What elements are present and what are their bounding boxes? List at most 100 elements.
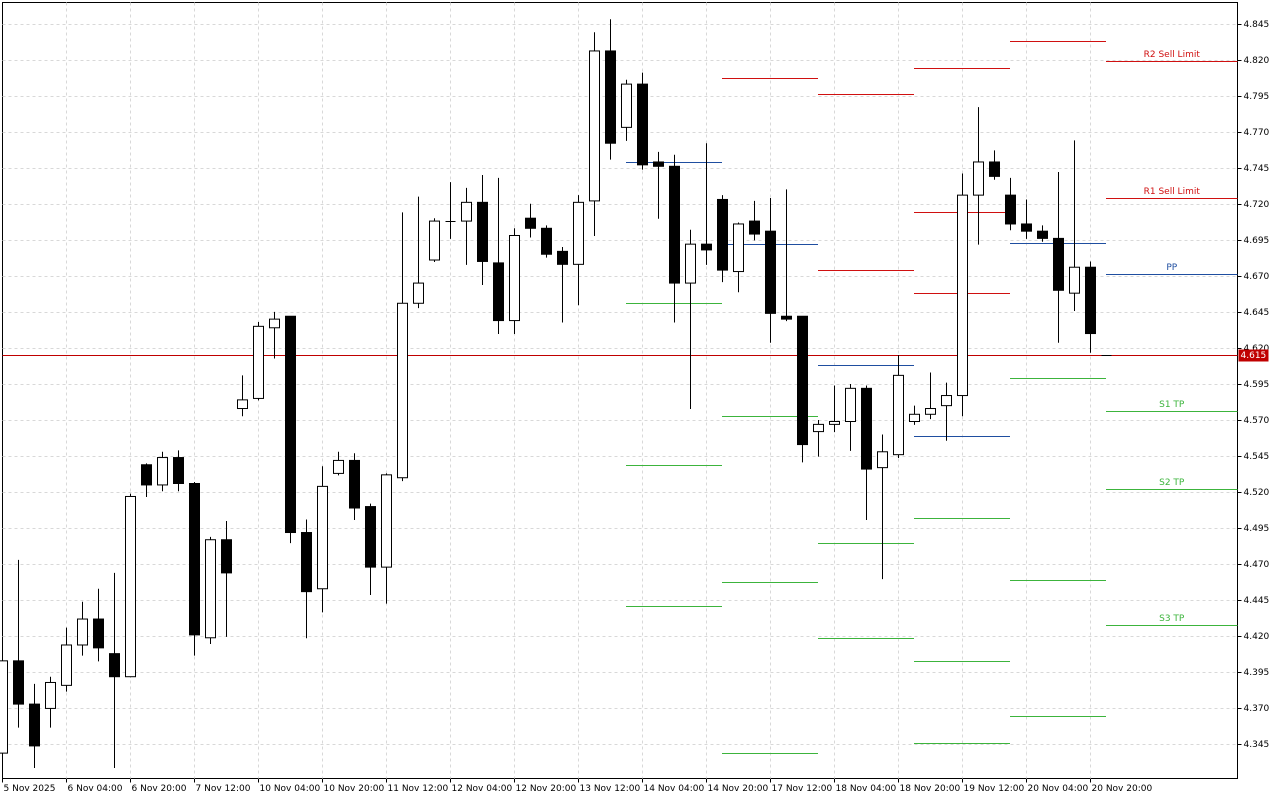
- current-price-label: 4.615: [1241, 351, 1267, 361]
- candle-body: [909, 413, 920, 422]
- candle-body: [845, 387, 856, 422]
- candle-body: [813, 423, 824, 433]
- candle-body: [621, 83, 632, 128]
- y-tick-label: 4.695: [1244, 236, 1270, 246]
- candle-body: [317, 485, 328, 590]
- y-tick-label: 4.845: [1244, 20, 1270, 30]
- x-tick-label: 14 Nov 20:00: [708, 784, 769, 794]
- y-tick-label: 4.720: [1244, 200, 1270, 210]
- y-tick-label: 4.795: [1244, 92, 1270, 102]
- candle-body: [109, 653, 120, 678]
- pivot-label: S3 TP: [1159, 614, 1185, 624]
- candle-body: [1053, 237, 1064, 291]
- x-tick-label: 20 Nov 04:00: [1028, 784, 1089, 794]
- candle-body: [333, 459, 344, 474]
- x-tick-label: 6 Nov 04:00: [68, 784, 123, 794]
- x-tick-label: 11 Nov 12:00: [388, 784, 449, 794]
- candle-body: [61, 644, 72, 686]
- candle-body: [893, 374, 904, 456]
- candle-body: [77, 618, 88, 646]
- candle-body: [0, 660, 8, 754]
- candle-body: [237, 399, 248, 410]
- candle-body: [205, 539, 216, 639]
- pivot-label: R2 Sell Limit: [1144, 50, 1201, 60]
- candle-body: [733, 223, 744, 273]
- candle-body: [781, 315, 792, 320]
- candle-body: [1037, 230, 1048, 239]
- pivot-label: S1 TP: [1159, 400, 1185, 410]
- y-tick-label: 4.545: [1244, 452, 1270, 462]
- y-tick-label: 4.370: [1244, 704, 1270, 714]
- pivot-label: R1 Sell Limit: [1144, 187, 1201, 197]
- y-tick-label: 4.820: [1244, 56, 1270, 66]
- candle-body: [189, 482, 200, 636]
- candle-body: [925, 408, 936, 415]
- x-tick-label: 19 Nov 12:00: [964, 784, 1025, 794]
- candle-body: [973, 161, 984, 196]
- x-tick-label: 13 Nov 12:00: [580, 784, 641, 794]
- candle-body: [717, 198, 728, 271]
- y-tick-label: 4.520: [1244, 488, 1270, 498]
- candle-body: [1021, 223, 1032, 232]
- x-tick-label: 20 Nov 20:00: [1092, 784, 1153, 794]
- candle-body: [173, 457, 184, 484]
- y-tick-label: 4.495: [1244, 524, 1270, 534]
- candle-body: [13, 660, 24, 705]
- candle-body: [1069, 266, 1080, 294]
- y-tick-label: 4.670: [1244, 272, 1270, 282]
- candle-body: [605, 50, 616, 144]
- y-tick-label: 4.645: [1244, 308, 1270, 318]
- candle-body: [93, 618, 104, 649]
- candle-body: [861, 387, 872, 470]
- candle-body: [701, 243, 712, 251]
- y-tick-label: 4.345: [1244, 740, 1270, 750]
- candle-body: [749, 220, 760, 235]
- candle-body: [493, 262, 504, 322]
- candle-body: [221, 539, 232, 574]
- x-tick-label: 18 Nov 20:00: [900, 784, 961, 794]
- candle-body: [637, 83, 648, 166]
- x-tick-label: 10 Nov 04:00: [260, 784, 321, 794]
- candle-body: [557, 250, 568, 265]
- candle-body: [301, 532, 312, 593]
- candle-body: [125, 495, 136, 678]
- candle-body: [685, 243, 696, 284]
- candle-body: [461, 201, 472, 222]
- candle-body: [429, 220, 440, 261]
- candle-body: [365, 506, 376, 568]
- candle-body: [1005, 194, 1016, 225]
- candle-body: [477, 201, 488, 262]
- candle-body: [253, 325, 264, 399]
- candle-body: [141, 464, 152, 486]
- x-tick-label: 6 Nov 20:00: [132, 784, 187, 794]
- candle-body: [765, 230, 776, 314]
- y-tick-label: 4.420: [1244, 632, 1270, 642]
- x-tick-label: 7 Nov 12:00: [196, 784, 251, 794]
- x-tick-label: 12 Nov 04:00: [452, 784, 513, 794]
- candle-body: [525, 217, 536, 229]
- candle-body: [829, 420, 840, 425]
- y-tick-label: 4.770: [1244, 128, 1270, 138]
- candle-body: [957, 194, 968, 397]
- candle-body: [573, 201, 584, 265]
- pivot-label: PP: [1166, 263, 1177, 273]
- candle-body: [29, 703, 40, 747]
- candle-body: [797, 315, 808, 446]
- y-tick-label: 4.745: [1244, 164, 1270, 174]
- x-tick-label: 5 Nov 2025: [4, 784, 56, 794]
- candle-body: [269, 318, 280, 329]
- candle-body: [157, 457, 168, 486]
- candle-body: [509, 235, 520, 322]
- candle-body: [877, 451, 888, 469]
- candle-body: [45, 681, 56, 709]
- candle-body: [1085, 266, 1096, 335]
- candle-body: [349, 459, 360, 509]
- x-tick-label: 14 Nov 04:00: [644, 784, 705, 794]
- candle-body: [941, 395, 952, 407]
- candle-body: [381, 474, 392, 568]
- y-tick-label: 4.570: [1244, 416, 1270, 426]
- candle-body: [589, 50, 600, 202]
- y-tick-label: 4.445: [1244, 596, 1270, 606]
- candle-body: [285, 315, 296, 534]
